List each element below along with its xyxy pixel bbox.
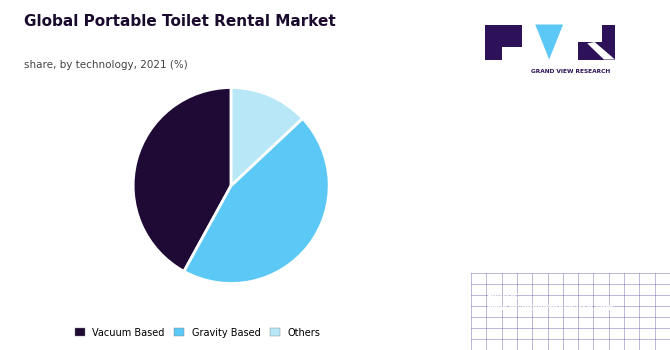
Text: GRAND VIEW RESEARCH: GRAND VIEW RESEARCH xyxy=(531,69,610,74)
Wedge shape xyxy=(184,118,329,284)
Bar xyxy=(502,47,522,60)
Bar xyxy=(485,25,522,60)
Polygon shape xyxy=(535,25,563,60)
Wedge shape xyxy=(133,88,231,271)
Text: Global Market Size,
2021: Global Market Size, 2021 xyxy=(523,196,618,218)
Text: share, by technology, 2021 (%): share, by technology, 2021 (%) xyxy=(23,60,188,70)
Text: $18.2B: $18.2B xyxy=(519,127,622,153)
Polygon shape xyxy=(587,42,615,60)
Wedge shape xyxy=(231,88,303,186)
Text: Global Portable Toilet Rental Market: Global Portable Toilet Rental Market xyxy=(23,14,335,29)
Bar xyxy=(578,25,602,42)
Bar xyxy=(578,25,615,60)
Legend: Vacuum Based, Gravity Based, Others: Vacuum Based, Gravity Based, Others xyxy=(71,324,325,342)
Text: Source:
www.grandviewresearch.com: Source: www.grandviewresearch.com xyxy=(487,292,614,312)
